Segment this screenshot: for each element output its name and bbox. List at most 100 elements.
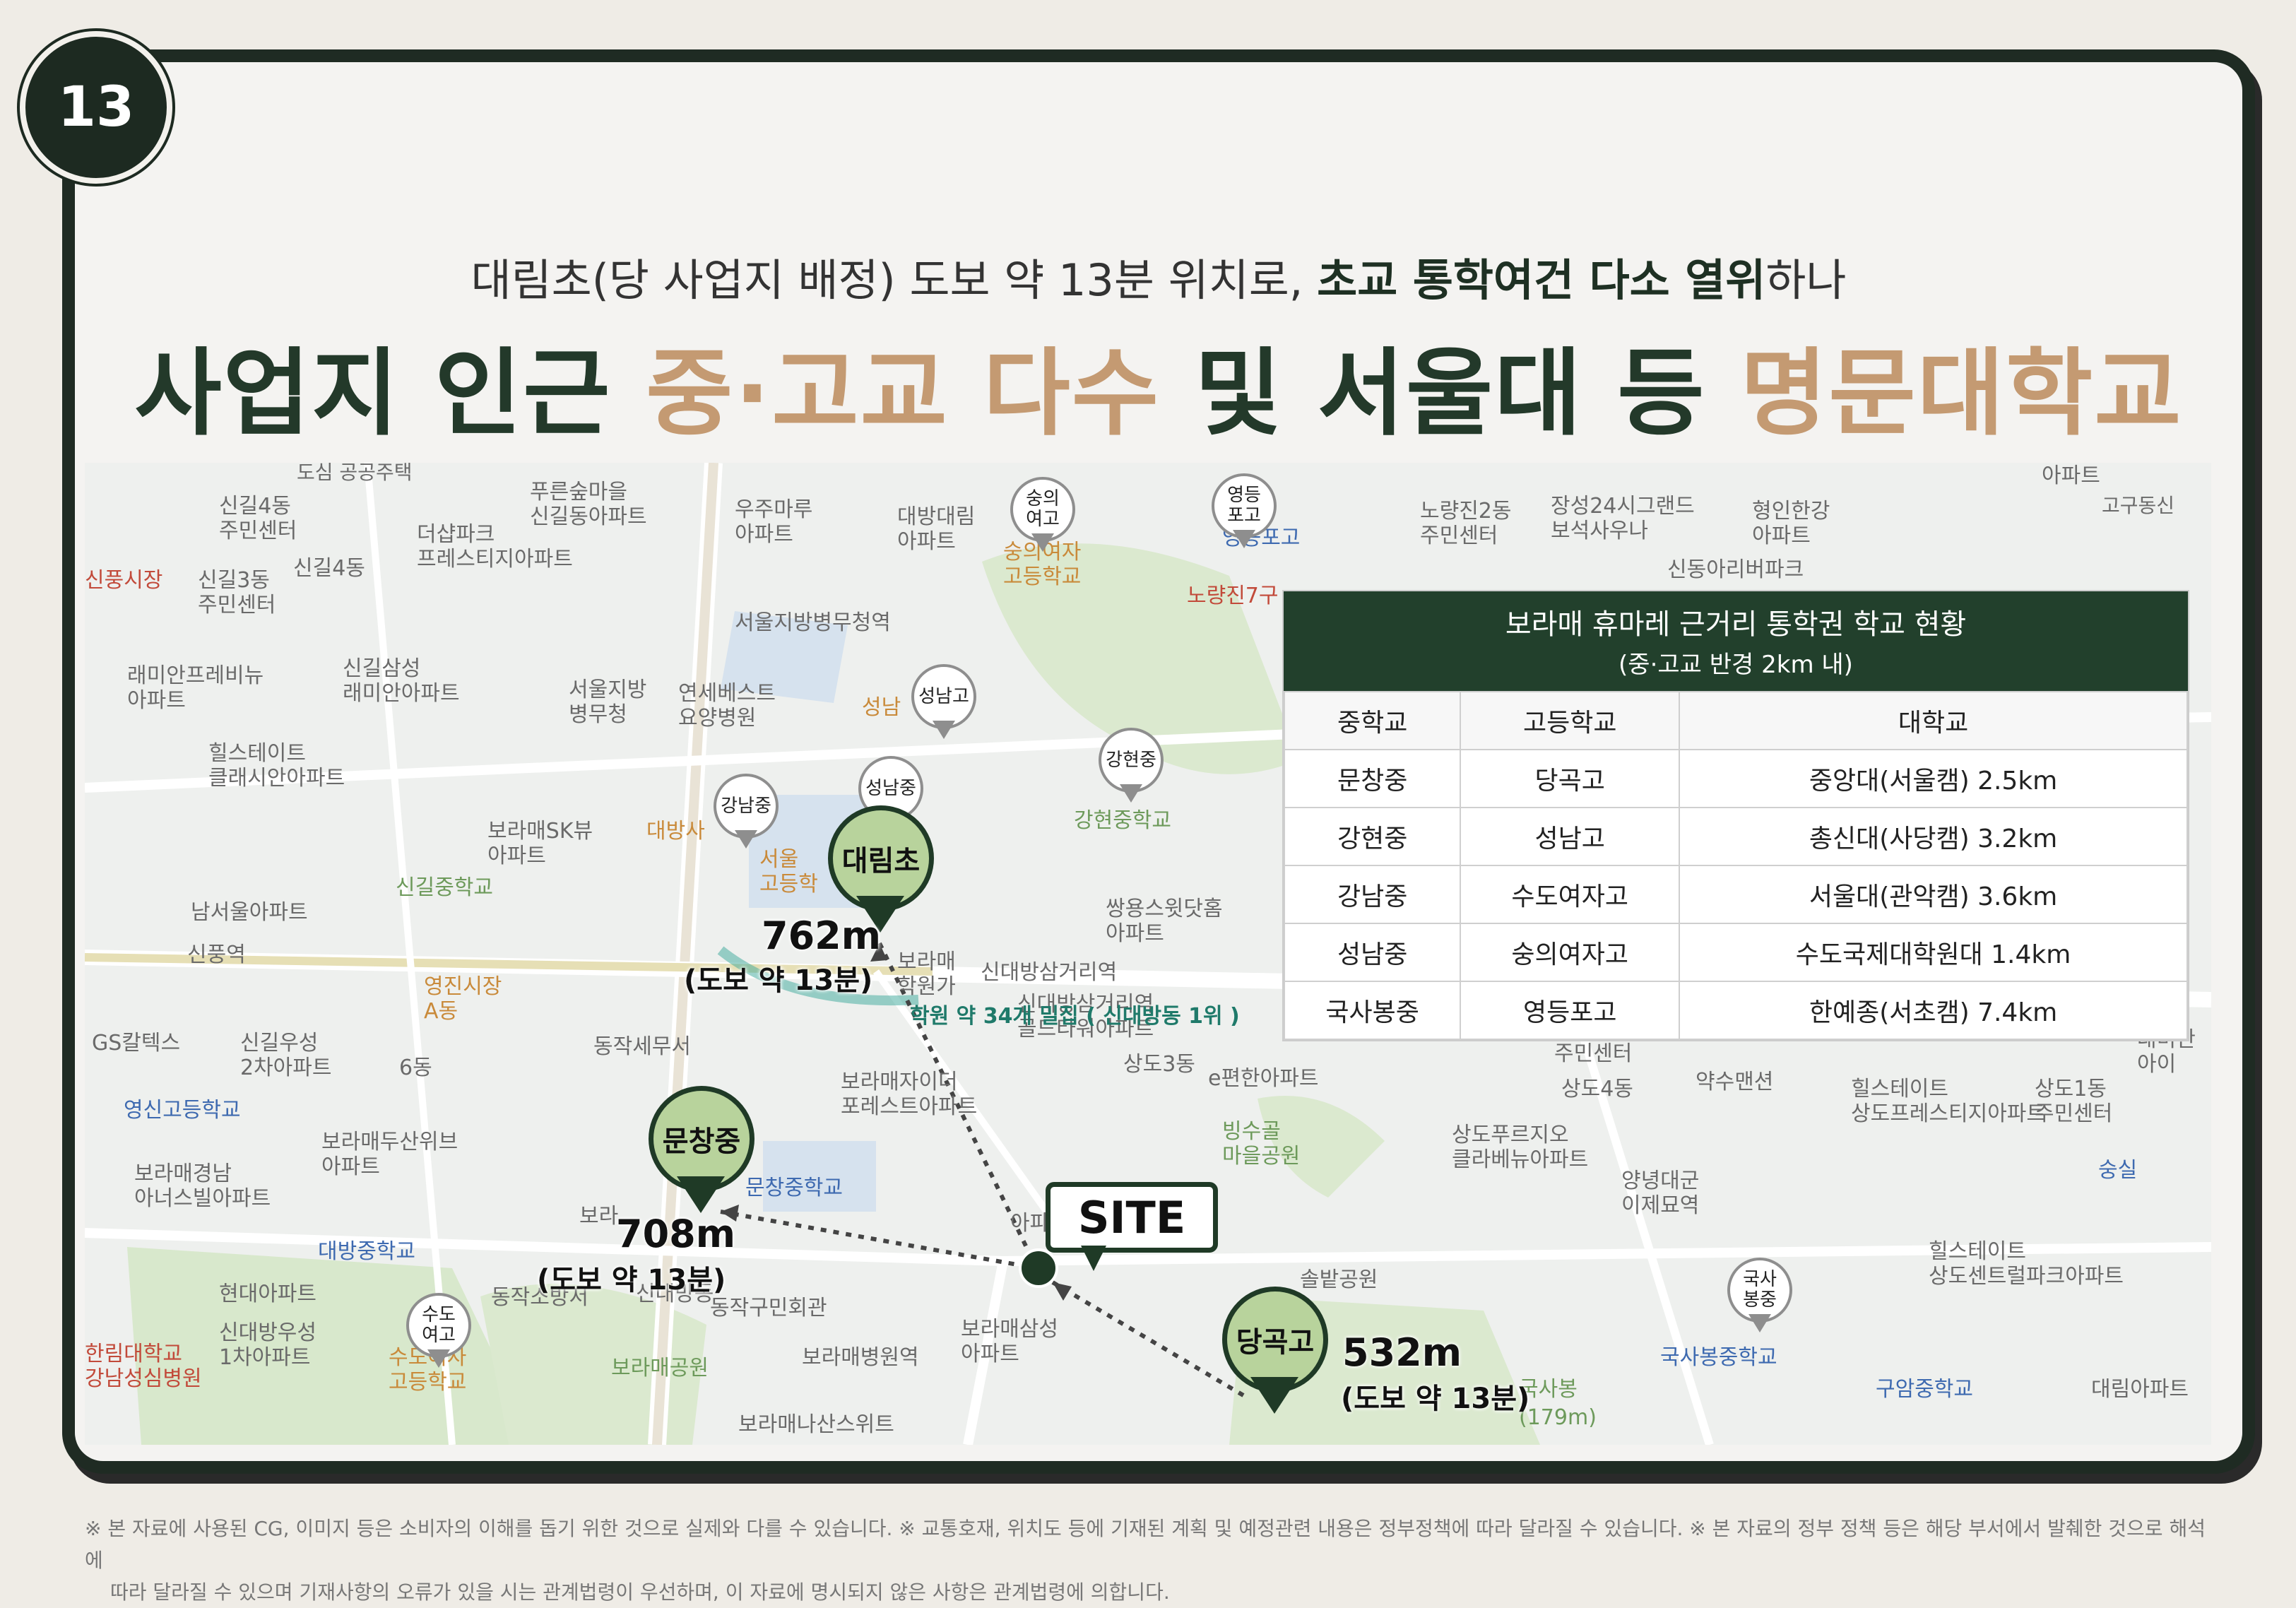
table-header-row: 중학교 고등학교 대학교 bbox=[1283, 691, 2188, 750]
school-pin-label: 수도 여고 bbox=[406, 1293, 471, 1358]
school-pin-label: 영등 포고 bbox=[1212, 473, 1277, 538]
pin-munchang-tail bbox=[677, 1176, 725, 1213]
map-place-label: 서울지방병무청역 bbox=[735, 610, 891, 635]
pin-danggok-high[interactable]: 당곡고 bbox=[1222, 1287, 1328, 1414]
pin-munchang-middle[interactable]: 문창중 bbox=[649, 1086, 755, 1213]
school-pin[interactable]: 강현중 bbox=[1099, 728, 1164, 805]
map-place-label: 보라매 학원가 bbox=[897, 950, 956, 999]
map-place-label: 빙수골 마을공원 bbox=[1222, 1119, 1301, 1169]
table-cell: 수도여자고 bbox=[1460, 865, 1681, 924]
site-marker[interactable] bbox=[1019, 1248, 1058, 1288]
table-cell: 성남고 bbox=[1460, 807, 1681, 866]
table-row: 국사봉중 영등포고 한예종(서초캠) 7.4km bbox=[1283, 981, 2188, 1040]
table-cell: 수도국제대학원대 1.4km bbox=[1679, 923, 2188, 982]
map-place-label: 힐스테이트 클래시안아파트 bbox=[208, 741, 345, 791]
site-label-tail bbox=[1081, 1246, 1106, 1271]
map-place-label: 신대방우성 1차아파트 bbox=[219, 1320, 316, 1370]
school-pin[interactable]: 강남중 bbox=[714, 774, 779, 851]
column-header: 고등학교 bbox=[1460, 691, 1681, 750]
map-place-label: 구암중학교 bbox=[1876, 1377, 1973, 1402]
map-place-label: 영신고등학교 bbox=[124, 1098, 241, 1123]
map-place-label: 영진시장 A동 bbox=[424, 974, 502, 1024]
map-place-label: 노량진7구 bbox=[1187, 584, 1279, 608]
map-place-label: 상도1동 주민센터 bbox=[2035, 1077, 2113, 1126]
location-map: 도심 공공주택 신길4동 주민센터 푸른숲마을 신길동아파트 우주마루 아파트 대방대림 아파트… bbox=[85, 463, 2211, 1445]
table-cell: 강현중 bbox=[1283, 807, 1462, 866]
map-place-label: 대림아파트 bbox=[2091, 1377, 2189, 1402]
map-place-label: 동작소방서 bbox=[491, 1285, 588, 1310]
table-row: 성남중 숭의여자고 수도국제대학원대 1.4km bbox=[1283, 923, 2188, 982]
map-place-label: 6동 bbox=[399, 1056, 432, 1080]
map-place-label: e편한아파트 bbox=[1208, 1066, 1319, 1091]
table-cell: 성남중 bbox=[1283, 923, 1462, 982]
distance-danggok: 532m bbox=[1342, 1330, 1462, 1375]
table-row: 강현중 성남고 총신대(사당캠) 3.2km bbox=[1283, 807, 2188, 866]
pin-daerim-elementary[interactable]: 대림초 bbox=[828, 805, 934, 933]
map-place-label: 신풍시장 bbox=[85, 568, 163, 593]
school-pin-tail bbox=[1748, 1314, 1771, 1332]
header-title: 사업지 인근 중·고교 다수 및 서울대 등 명문대학교 인접 bbox=[134, 338, 2183, 586]
site-label[interactable]: SITE bbox=[1046, 1182, 1218, 1253]
school-pin-label: 국사 봉중 bbox=[1727, 1258, 1792, 1323]
map-place-label: 노량진2동 주민센터 bbox=[1420, 499, 1512, 548]
column-header: 중학교 bbox=[1283, 691, 1462, 750]
map-place-label: 보라매경남 아너스빌아파트 bbox=[134, 1161, 271, 1211]
school-pin[interactable]: 성남고 bbox=[911, 664, 976, 742]
school-pin[interactable]: 국사 봉중 bbox=[1727, 1258, 1792, 1335]
school-pin-label: 성남고 bbox=[911, 664, 976, 729]
column-header: 대학교 bbox=[1679, 691, 2188, 750]
map-place-label: 상도4동 bbox=[1561, 1077, 1633, 1101]
map-place-label: 대방대림 아파트 bbox=[897, 504, 976, 554]
map-place-label: 보라매삼성 아파트 bbox=[961, 1317, 1058, 1366]
map-place-label: 신길우성 2차아파트 bbox=[240, 1031, 332, 1080]
map-place-label: 장성24시그랜드 보석사우나 bbox=[1551, 494, 1695, 543]
school-pin[interactable]: 숭의 여고 bbox=[1010, 477, 1075, 555]
map-place-label: 형인한강 아파트 bbox=[1752, 499, 1830, 548]
school-table-panel: 보라매 휴마레 근거리 통학권 학교 현황 (중·고교 반경 2km 내) 중학… bbox=[1282, 590, 2189, 1041]
map-place-label: 보라 bbox=[579, 1204, 619, 1229]
school-pin[interactable]: 수도 여고 bbox=[406, 1293, 471, 1371]
map-place-label: (179m) bbox=[1519, 1405, 1597, 1430]
map-place-label: 대방중학교 bbox=[318, 1239, 415, 1264]
school-pin-label: 강남중 bbox=[714, 774, 779, 839]
header-subtitle: 대림초(당 사업지 배정) 도보 약 13분 위치로, 초교 통학여건 다소 열… bbox=[471, 254, 1847, 306]
disclaimer: ※ 본 자료에 사용된 CG, 이미지 등은 소비자의 이해를 돕기 위한 것으… bbox=[85, 1513, 2218, 1608]
table-cell: 한예종(서초캠) 7.4km bbox=[1679, 981, 2188, 1040]
map-place-label: 강현중학교 bbox=[1074, 808, 1171, 833]
map-place-label: 연세베스트 요양병원 bbox=[678, 681, 776, 731]
table-cell: 강남중 bbox=[1283, 865, 1462, 924]
distance-daerim: 762m bbox=[762, 914, 881, 958]
school-pin[interactable]: 영등 포고 bbox=[1212, 473, 1277, 551]
pin-danggok-tail bbox=[1250, 1377, 1298, 1414]
map-place-label: 신길4동 주민센터 bbox=[219, 494, 297, 543]
map-place-label: 동작구민회관 bbox=[710, 1296, 827, 1320]
map-place-label: 힐스테이트 상도센트럴파크아파트 bbox=[1929, 1239, 2124, 1289]
map-place-label: 상도3동 bbox=[1123, 1052, 1195, 1077]
map-place-label: 신대방동 bbox=[636, 1282, 714, 1306]
map-place-label: 대방사 bbox=[646, 819, 705, 844]
walk-time-daerim: (도보 약 13분) bbox=[684, 964, 873, 997]
map-place-label: 쌍용스윗닷홈 아파트 bbox=[1106, 897, 1223, 946]
map-place-label: 서울 고등학 bbox=[759, 847, 818, 897]
map-place-label: 힐스테이트 상도프레스티지아파트 bbox=[1851, 1077, 2046, 1126]
map-place-label: 성남 bbox=[862, 695, 901, 720]
school-pin-tail bbox=[735, 830, 757, 849]
map-place-label: 국사봉중학교 bbox=[1660, 1345, 1777, 1370]
map-place-label: 신대방삼거리역 bbox=[981, 960, 1118, 985]
map-place-label: 현대아파트 bbox=[219, 1282, 316, 1306]
table-cell: 국사봉중 bbox=[1283, 981, 1462, 1040]
map-place-label: 국사봉 bbox=[1519, 1377, 1578, 1402]
school-pin-label: 숭의 여고 bbox=[1010, 477, 1075, 542]
table-cell: 서울대(관악캠) 3.6km bbox=[1679, 865, 2188, 924]
table-cell: 영등포고 bbox=[1460, 981, 1681, 1040]
map-place-label: 신풍역 bbox=[187, 942, 246, 967]
school-table: 중학교 고등학교 대학교 문창중 당곡고 중앙대(서울캠) 2.5km 강현중 성남고… bbox=[1283, 691, 2188, 1040]
map-place-label: 숭실 bbox=[2098, 1158, 2138, 1183]
table-cell: 총신대(사당캠) 3.2km bbox=[1679, 807, 2188, 866]
map-place-label: 양녕대군 이제묘역 bbox=[1621, 1169, 1700, 1218]
map-place-label: 약수맨션 bbox=[1696, 1070, 1774, 1094]
pin-daerim-label: 대림초 bbox=[828, 805, 934, 911]
map-place-label: 신동아리버파크 bbox=[1667, 557, 1804, 582]
map-place-label: 신길삼성 래미안아파트 bbox=[343, 656, 460, 706]
map-place-label: 솔밭공원 bbox=[1300, 1267, 1378, 1292]
